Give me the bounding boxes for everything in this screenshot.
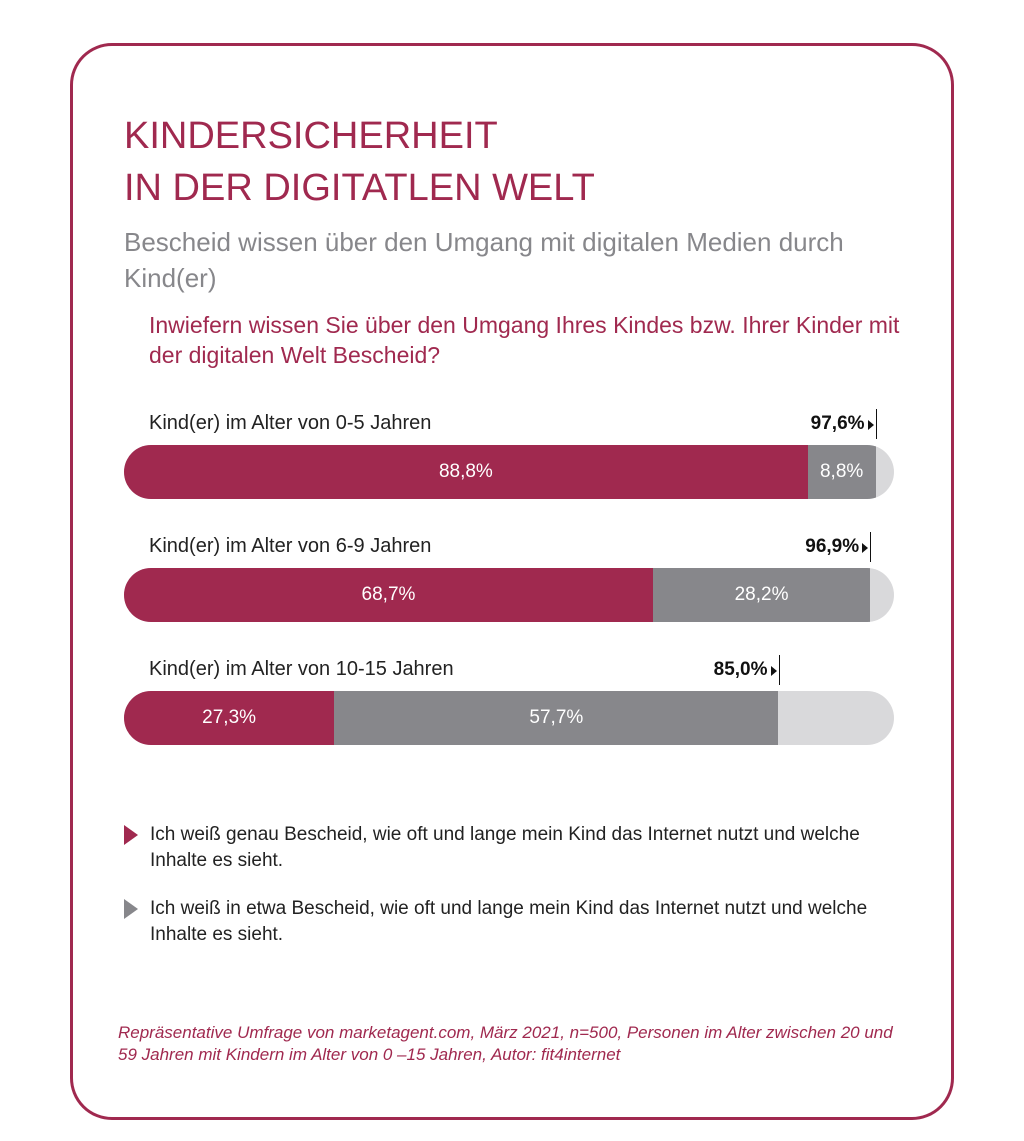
legend-label: Ich weiß in etwa Bescheid, wie oft und l… [150, 898, 868, 945]
data-label: 8,8% [819, 461, 864, 482]
data-label: 57,7% [529, 707, 584, 728]
total-label: 96,9% [805, 536, 860, 557]
card-frame [70, 43, 954, 1120]
legend-item-exact: Ich weiß genau Bescheid, wie oft und lan… [124, 822, 884, 874]
bar-segment: 27,3% [124, 691, 335, 745]
survey-question: Inwiefern wissen Sie über den Umgang Ihr… [149, 312, 900, 368]
legend-item-approx: Ich weiß in etwa Bescheid, wie oft und l… [124, 896, 884, 948]
bar-track: 68,7% 28,2% [124, 568, 894, 622]
bar-segment: 57,7% [334, 691, 779, 745]
group-label: Kind(er) im Alter von 6-9 Jahren [149, 535, 432, 557]
bar-segment: 88,8% [124, 445, 808, 499]
group-label: Kind(er) im Alter von 10-15 Jahren [149, 658, 454, 680]
arrow-right-icon [867, 420, 874, 430]
chart-title: KINDERSICHERHEIT IN DER DIGITATLEN WELT [124, 110, 595, 214]
bar-segment: 68,7% [124, 568, 653, 622]
source-note: Repräsentative Umfrage von marketagent.c… [118, 1023, 893, 1064]
data-label: 27,3% [202, 707, 257, 728]
title-line-2: IN DER DIGITATLEN WELT [124, 167, 595, 209]
triangle-icon [124, 899, 138, 919]
arrow-right-icon [862, 543, 869, 553]
triangle-icon [124, 825, 138, 845]
bar-segment: 8,8% [807, 445, 876, 499]
total-marker [870, 532, 872, 562]
title-line-1: KINDERSICHERHEIT [124, 115, 498, 157]
bar-track: 27,3% 57,7% [124, 691, 894, 745]
data-label: 68,7% [361, 584, 416, 605]
bar-segment: 28,2% [652, 568, 871, 622]
legend-label: Ich weiß genau Bescheid, wie oft und lan… [150, 824, 860, 871]
total-label: 85,0% [713, 659, 768, 680]
group-label: Kind(er) im Alter von 0-5 Jahren [149, 412, 432, 434]
bar-track: 88,8% 8,8% [124, 445, 894, 499]
chart-subtitle: Bescheid wissen über den Umgang mit digi… [124, 227, 844, 293]
total-marker [875, 409, 877, 439]
total-label: 97,6% [810, 413, 865, 434]
total-marker [778, 655, 780, 685]
data-label: 88,8% [438, 461, 493, 482]
arrow-right-icon [770, 666, 777, 676]
data-label: 28,2% [734, 584, 789, 605]
